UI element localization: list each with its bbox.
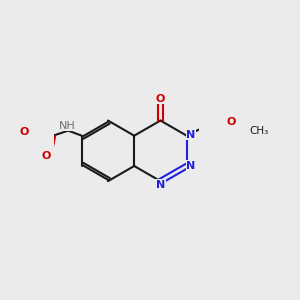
Text: N: N xyxy=(186,161,196,171)
Text: NH: NH xyxy=(59,121,76,130)
Text: O: O xyxy=(226,117,236,127)
Text: N: N xyxy=(186,130,196,140)
Text: N: N xyxy=(156,179,165,190)
Text: O: O xyxy=(156,94,165,103)
Text: O: O xyxy=(42,151,51,161)
Text: O: O xyxy=(20,127,29,137)
Text: CH₃: CH₃ xyxy=(249,127,268,136)
